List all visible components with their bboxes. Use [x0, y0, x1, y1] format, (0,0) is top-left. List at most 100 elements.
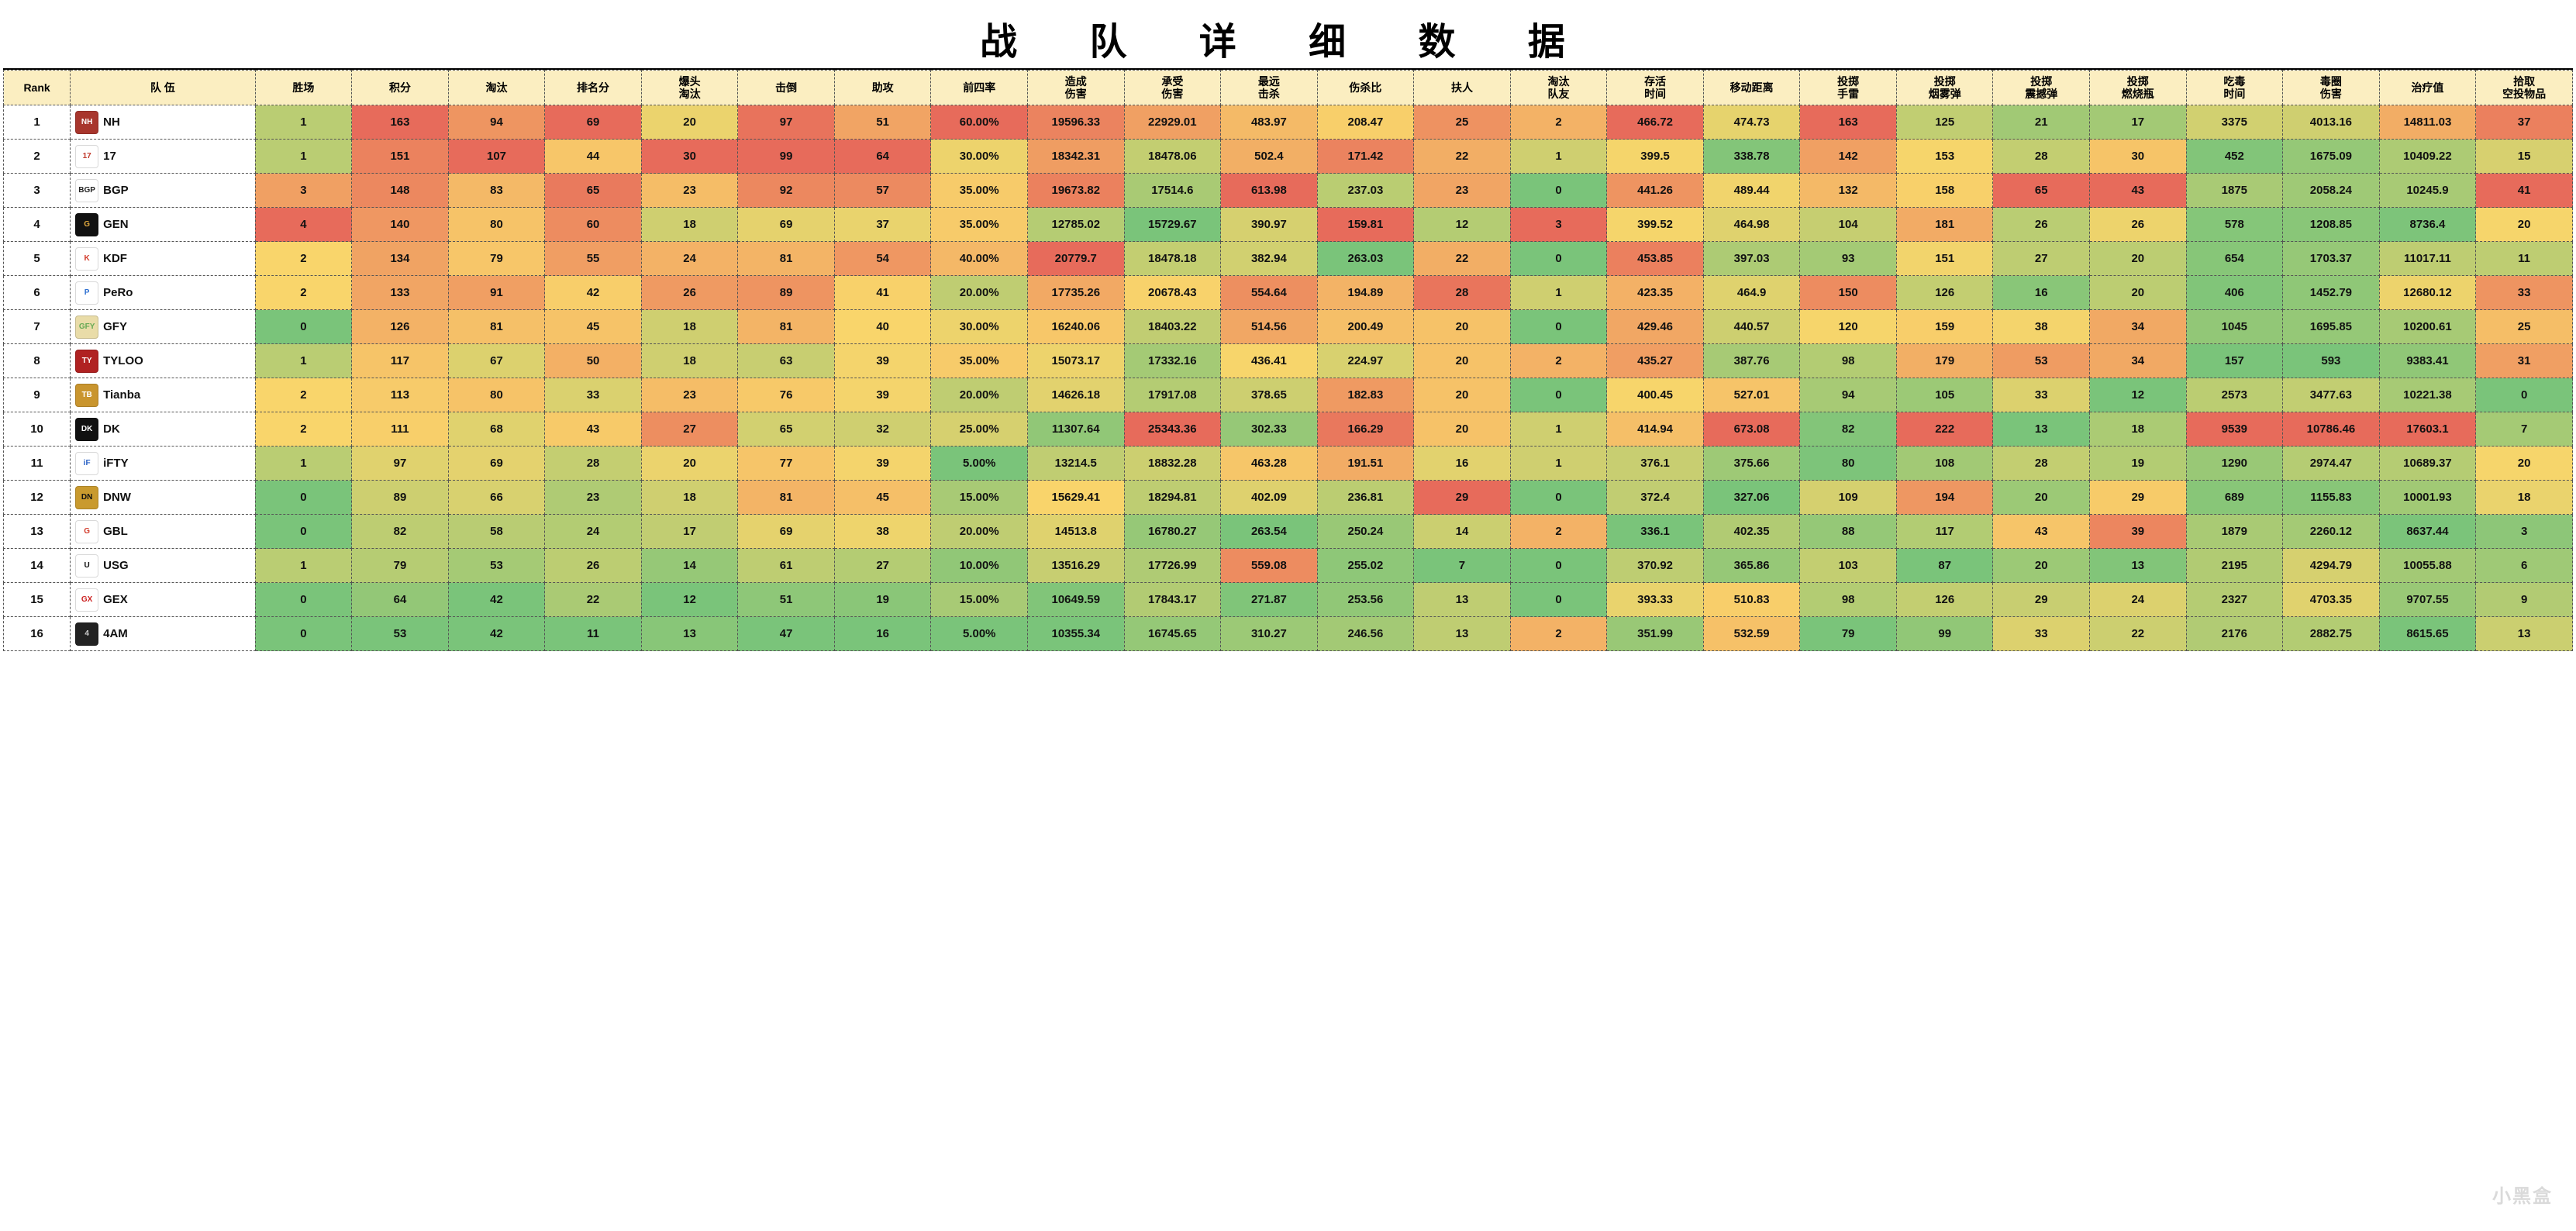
cell-zone_dmg: 10786.46	[2283, 412, 2380, 447]
cell-dmg_kill_ratio: 237.03	[1317, 174, 1414, 208]
team-name-label: GEX	[103, 593, 128, 606]
cell-points: 111	[352, 412, 449, 447]
cell-rank: 14	[4, 549, 71, 583]
cell-longest_kill: 559.08	[1221, 549, 1318, 583]
cell-rank: 2	[4, 140, 71, 174]
cell-knocks: 97	[738, 105, 835, 140]
cell-survive: 399.5	[1607, 140, 1704, 174]
cell-team: DNDNW	[71, 481, 256, 515]
cell-rank: 6	[4, 276, 71, 310]
cell-heal: 8615.65	[2379, 617, 2476, 651]
cell-dmg_dealt: 16240.06	[1028, 310, 1125, 344]
cell-hs_elims: 14	[641, 549, 738, 583]
cell-heal: 12680.12	[2379, 276, 2476, 310]
cell-dmg_kill_ratio: 263.03	[1317, 242, 1414, 276]
team-name-label: BGP	[103, 184, 129, 197]
cell-wins: 3	[255, 174, 352, 208]
cell-dmg_taken: 18478.18	[1124, 242, 1221, 276]
cell-poison_time: 2176	[2186, 617, 2283, 651]
cell-zone_dmg: 1155.83	[2283, 481, 2380, 515]
cell-tk: 1	[1510, 412, 1607, 447]
cell-zone_dmg: 2260.12	[2283, 515, 2380, 549]
cell-top4: 5.00%	[931, 617, 1028, 651]
cell-points: 133	[352, 276, 449, 310]
cell-team: PPeRo	[71, 276, 256, 310]
cell-stun: 26	[1993, 208, 2090, 242]
team-logo-icon: TY	[75, 350, 98, 373]
cell-assists: 54	[834, 242, 931, 276]
cell-revives: 12	[1414, 208, 1511, 242]
col-header-stun: 投掷 震撼弹	[1993, 71, 2090, 105]
cell-top4: 60.00%	[931, 105, 1028, 140]
cell-assists: 32	[834, 412, 931, 447]
cell-rank: 9	[4, 378, 71, 412]
cell-elims: 68	[448, 412, 545, 447]
cell-zone_dmg: 1695.85	[2283, 310, 2380, 344]
cell-molotov: 18	[2090, 412, 2187, 447]
cell-poison_time: 1290	[2186, 447, 2283, 481]
cell-frag: 163	[1800, 105, 1897, 140]
cell-knocks: 47	[738, 617, 835, 651]
cell-team: BGPBGP	[71, 174, 256, 208]
cell-dmg_dealt: 10355.34	[1028, 617, 1125, 651]
cell-knocks: 63	[738, 344, 835, 378]
cell-revives: 20	[1414, 412, 1511, 447]
cell-rank_pts: 55	[545, 242, 642, 276]
cell-zone_dmg: 2974.47	[2283, 447, 2380, 481]
cell-frag: 109	[1800, 481, 1897, 515]
team-name-label: USG	[103, 559, 129, 572]
cell-wins: 1	[255, 344, 352, 378]
team-logo-icon: GFY	[75, 316, 98, 339]
cell-stun: 13	[1993, 412, 2090, 447]
cell-knocks: 81	[738, 481, 835, 515]
cell-poison_time: 3375	[2186, 105, 2283, 140]
cell-tk: 1	[1510, 276, 1607, 310]
cell-heal: 10200.61	[2379, 310, 2476, 344]
cell-longest_kill: 378.65	[1221, 378, 1318, 412]
col-header-dmg_dealt: 造成 伤害	[1028, 71, 1125, 105]
col-header-smoke: 投掷 烟雾弹	[1896, 71, 1993, 105]
col-header-poison_time: 吃毒 时间	[2186, 71, 2283, 105]
team-name-label: PeRo	[103, 286, 133, 299]
cell-rank: 3	[4, 174, 71, 208]
cell-zone_dmg: 1703.37	[2283, 242, 2380, 276]
cell-tk: 1	[1510, 447, 1607, 481]
cell-stun: 43	[1993, 515, 2090, 549]
cell-rank_pts: 69	[545, 105, 642, 140]
cell-poison_time: 2195	[2186, 549, 2283, 583]
cell-team: GXGEX	[71, 583, 256, 617]
cell-revives: 16	[1414, 447, 1511, 481]
cell-poison_time: 1879	[2186, 515, 2283, 549]
cell-rank_pts: 42	[545, 276, 642, 310]
cell-hs_elims: 23	[641, 378, 738, 412]
cell-zone_dmg: 1452.79	[2283, 276, 2380, 310]
cell-rank: 16	[4, 617, 71, 651]
cell-molotov: 17	[2090, 105, 2187, 140]
cell-team: GGBL	[71, 515, 256, 549]
table-row: 13GGBL082582417693820.00%14513.816780.27…	[4, 515, 2573, 549]
cell-hs_elims: 20	[641, 447, 738, 481]
cell-poison_time: 452	[2186, 140, 2283, 174]
col-header-assists: 助攻	[834, 71, 931, 105]
team-logo-icon: 17	[75, 145, 98, 168]
cell-hs_elims: 20	[641, 105, 738, 140]
team-name-label: NH	[103, 116, 120, 129]
cell-smoke: 126	[1896, 276, 1993, 310]
cell-zone_dmg: 1675.09	[2283, 140, 2380, 174]
cell-hs_elims: 18	[641, 481, 738, 515]
cell-knocks: 76	[738, 378, 835, 412]
cell-top4: 25.00%	[931, 412, 1028, 447]
cell-poison_time: 654	[2186, 242, 2283, 276]
team-name-label: GFY	[103, 320, 127, 333]
cell-smoke: 125	[1896, 105, 1993, 140]
cell-molotov: 20	[2090, 242, 2187, 276]
cell-airdrop: 9	[2476, 583, 2573, 617]
cell-elims: 42	[448, 617, 545, 651]
col-header-zone_dmg: 毒圈 伤害	[2283, 71, 2380, 105]
cell-survive: 351.99	[1607, 617, 1704, 651]
col-header-rank: Rank	[4, 71, 71, 105]
cell-dmg_taken: 17726.99	[1124, 549, 1221, 583]
cell-move_dist: 510.83	[1703, 583, 1800, 617]
team-logo-icon: DN	[75, 486, 98, 509]
cell-dmg_taken: 16780.27	[1124, 515, 1221, 549]
